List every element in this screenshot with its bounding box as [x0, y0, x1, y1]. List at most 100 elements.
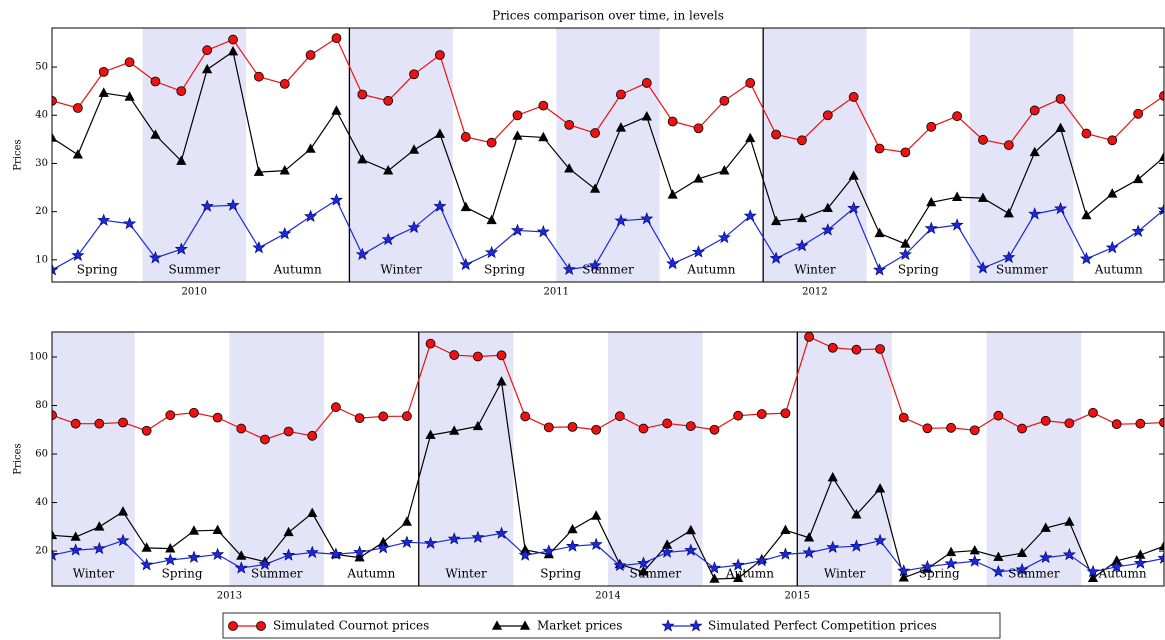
season-band — [556, 28, 660, 282]
marker-triangle — [383, 165, 394, 175]
marker-circle — [827, 342, 838, 353]
season-label: Autumn — [1098, 567, 1147, 581]
legend-box — [222, 612, 1001, 639]
marker-triangle — [848, 170, 859, 180]
marker-triangle — [117, 506, 129, 516]
marker-star — [920, 559, 934, 573]
marker-circle — [822, 110, 833, 121]
season-band — [970, 28, 1074, 282]
marker-circle — [922, 423, 933, 434]
marker-star — [821, 223, 835, 236]
season-band — [418, 332, 514, 586]
marker-circle — [969, 425, 980, 436]
season-label: Autumn — [686, 263, 735, 277]
marker-star — [163, 553, 177, 566]
marker-triangle — [52, 132, 58, 142]
legend-label: Simulated Cournot prices — [273, 619, 429, 633]
marker-circle — [383, 95, 394, 106]
marker-triangle — [615, 122, 627, 132]
season-label: Summer — [168, 263, 220, 277]
marker-circle — [70, 418, 81, 429]
marker-circle — [1135, 418, 1146, 429]
marker-star — [1131, 224, 1145, 237]
marker-triangle — [796, 212, 808, 223]
marker-star — [1110, 559, 1124, 573]
marker-circle — [472, 351, 483, 362]
marker-circle — [1017, 423, 1027, 434]
plot-area: Spring Summer Autumn Winter Spring Summer Autu… — [52, 28, 1164, 282]
marker-circle — [1159, 91, 1164, 101]
marker-triangle — [1107, 188, 1118, 198]
marker-circle — [797, 135, 807, 146]
marker-circle — [212, 412, 223, 423]
marker-triangle — [279, 165, 290, 175]
marker-triangle — [98, 87, 109, 97]
marker-triangle — [851, 509, 862, 519]
marker-triangle — [804, 532, 815, 542]
marker-circle — [543, 422, 554, 433]
marker-star — [200, 199, 214, 212]
season-label: Spring — [162, 567, 203, 581]
marker-star — [689, 619, 703, 632]
season-label: Winter — [445, 567, 487, 581]
marker-circle — [538, 100, 549, 111]
marker-circle — [993, 410, 1004, 421]
marker-circle — [1040, 415, 1051, 426]
marker-triangle — [780, 524, 791, 535]
y-tick-label: 40 — [35, 110, 48, 121]
marker-circle — [756, 409, 767, 419]
y-tick-label: 30 — [35, 158, 48, 169]
marker-star — [613, 558, 627, 572]
season-label: Winter — [380, 263, 422, 277]
marker-circle — [449, 350, 460, 360]
marker-triangle — [94, 521, 105, 531]
marker-triangle — [305, 143, 316, 153]
marker-triangle — [745, 132, 756, 143]
marker-star — [407, 220, 421, 234]
marker-circle — [283, 426, 294, 437]
marker-triangle — [72, 149, 83, 159]
marker-star — [52, 263, 59, 276]
season-label: Winter — [794, 263, 836, 277]
marker-circle — [496, 350, 507, 361]
marker-triangle — [969, 544, 980, 555]
marker-triangle — [1016, 547, 1028, 558]
marker-triangle — [1064, 516, 1075, 526]
marker-circle — [189, 407, 199, 418]
series-line — [52, 532, 1164, 573]
marker-circle — [1029, 105, 1040, 116]
marker-circle — [331, 402, 341, 413]
marker-circle — [780, 408, 791, 419]
marker-triangle — [307, 507, 318, 518]
year-label: 2013 — [217, 591, 242, 602]
marker-star — [353, 545, 367, 558]
marker-circle — [1003, 140, 1014, 151]
season-band — [763, 28, 867, 282]
marker-triangle — [874, 227, 885, 238]
y-tick-label: 50 — [35, 62, 48, 73]
marker-triangle — [900, 238, 911, 248]
marker-star — [968, 554, 982, 567]
marker-triangle — [472, 420, 483, 431]
season-label: Winter — [73, 567, 115, 581]
marker-circle — [52, 95, 57, 106]
marker-star — [187, 550, 201, 563]
marker-triangle — [952, 191, 963, 201]
marker-star — [707, 561, 721, 574]
season-label: Autumn — [346, 567, 395, 581]
marker-circle — [236, 423, 247, 434]
season-label: Spring — [77, 263, 118, 277]
marker-triangle — [408, 144, 420, 154]
marker-star — [565, 539, 580, 552]
marker-triangle — [827, 471, 838, 482]
y-tick-label: 80 — [35, 400, 48, 411]
marker-star — [304, 209, 318, 223]
marker-circle — [693, 123, 704, 134]
marker-star — [950, 218, 964, 231]
marker-triangle — [519, 620, 531, 630]
marker-circle — [564, 119, 575, 130]
series-line — [52, 50, 1164, 245]
marker-star — [329, 547, 343, 560]
year-label: 2012 — [802, 287, 827, 298]
